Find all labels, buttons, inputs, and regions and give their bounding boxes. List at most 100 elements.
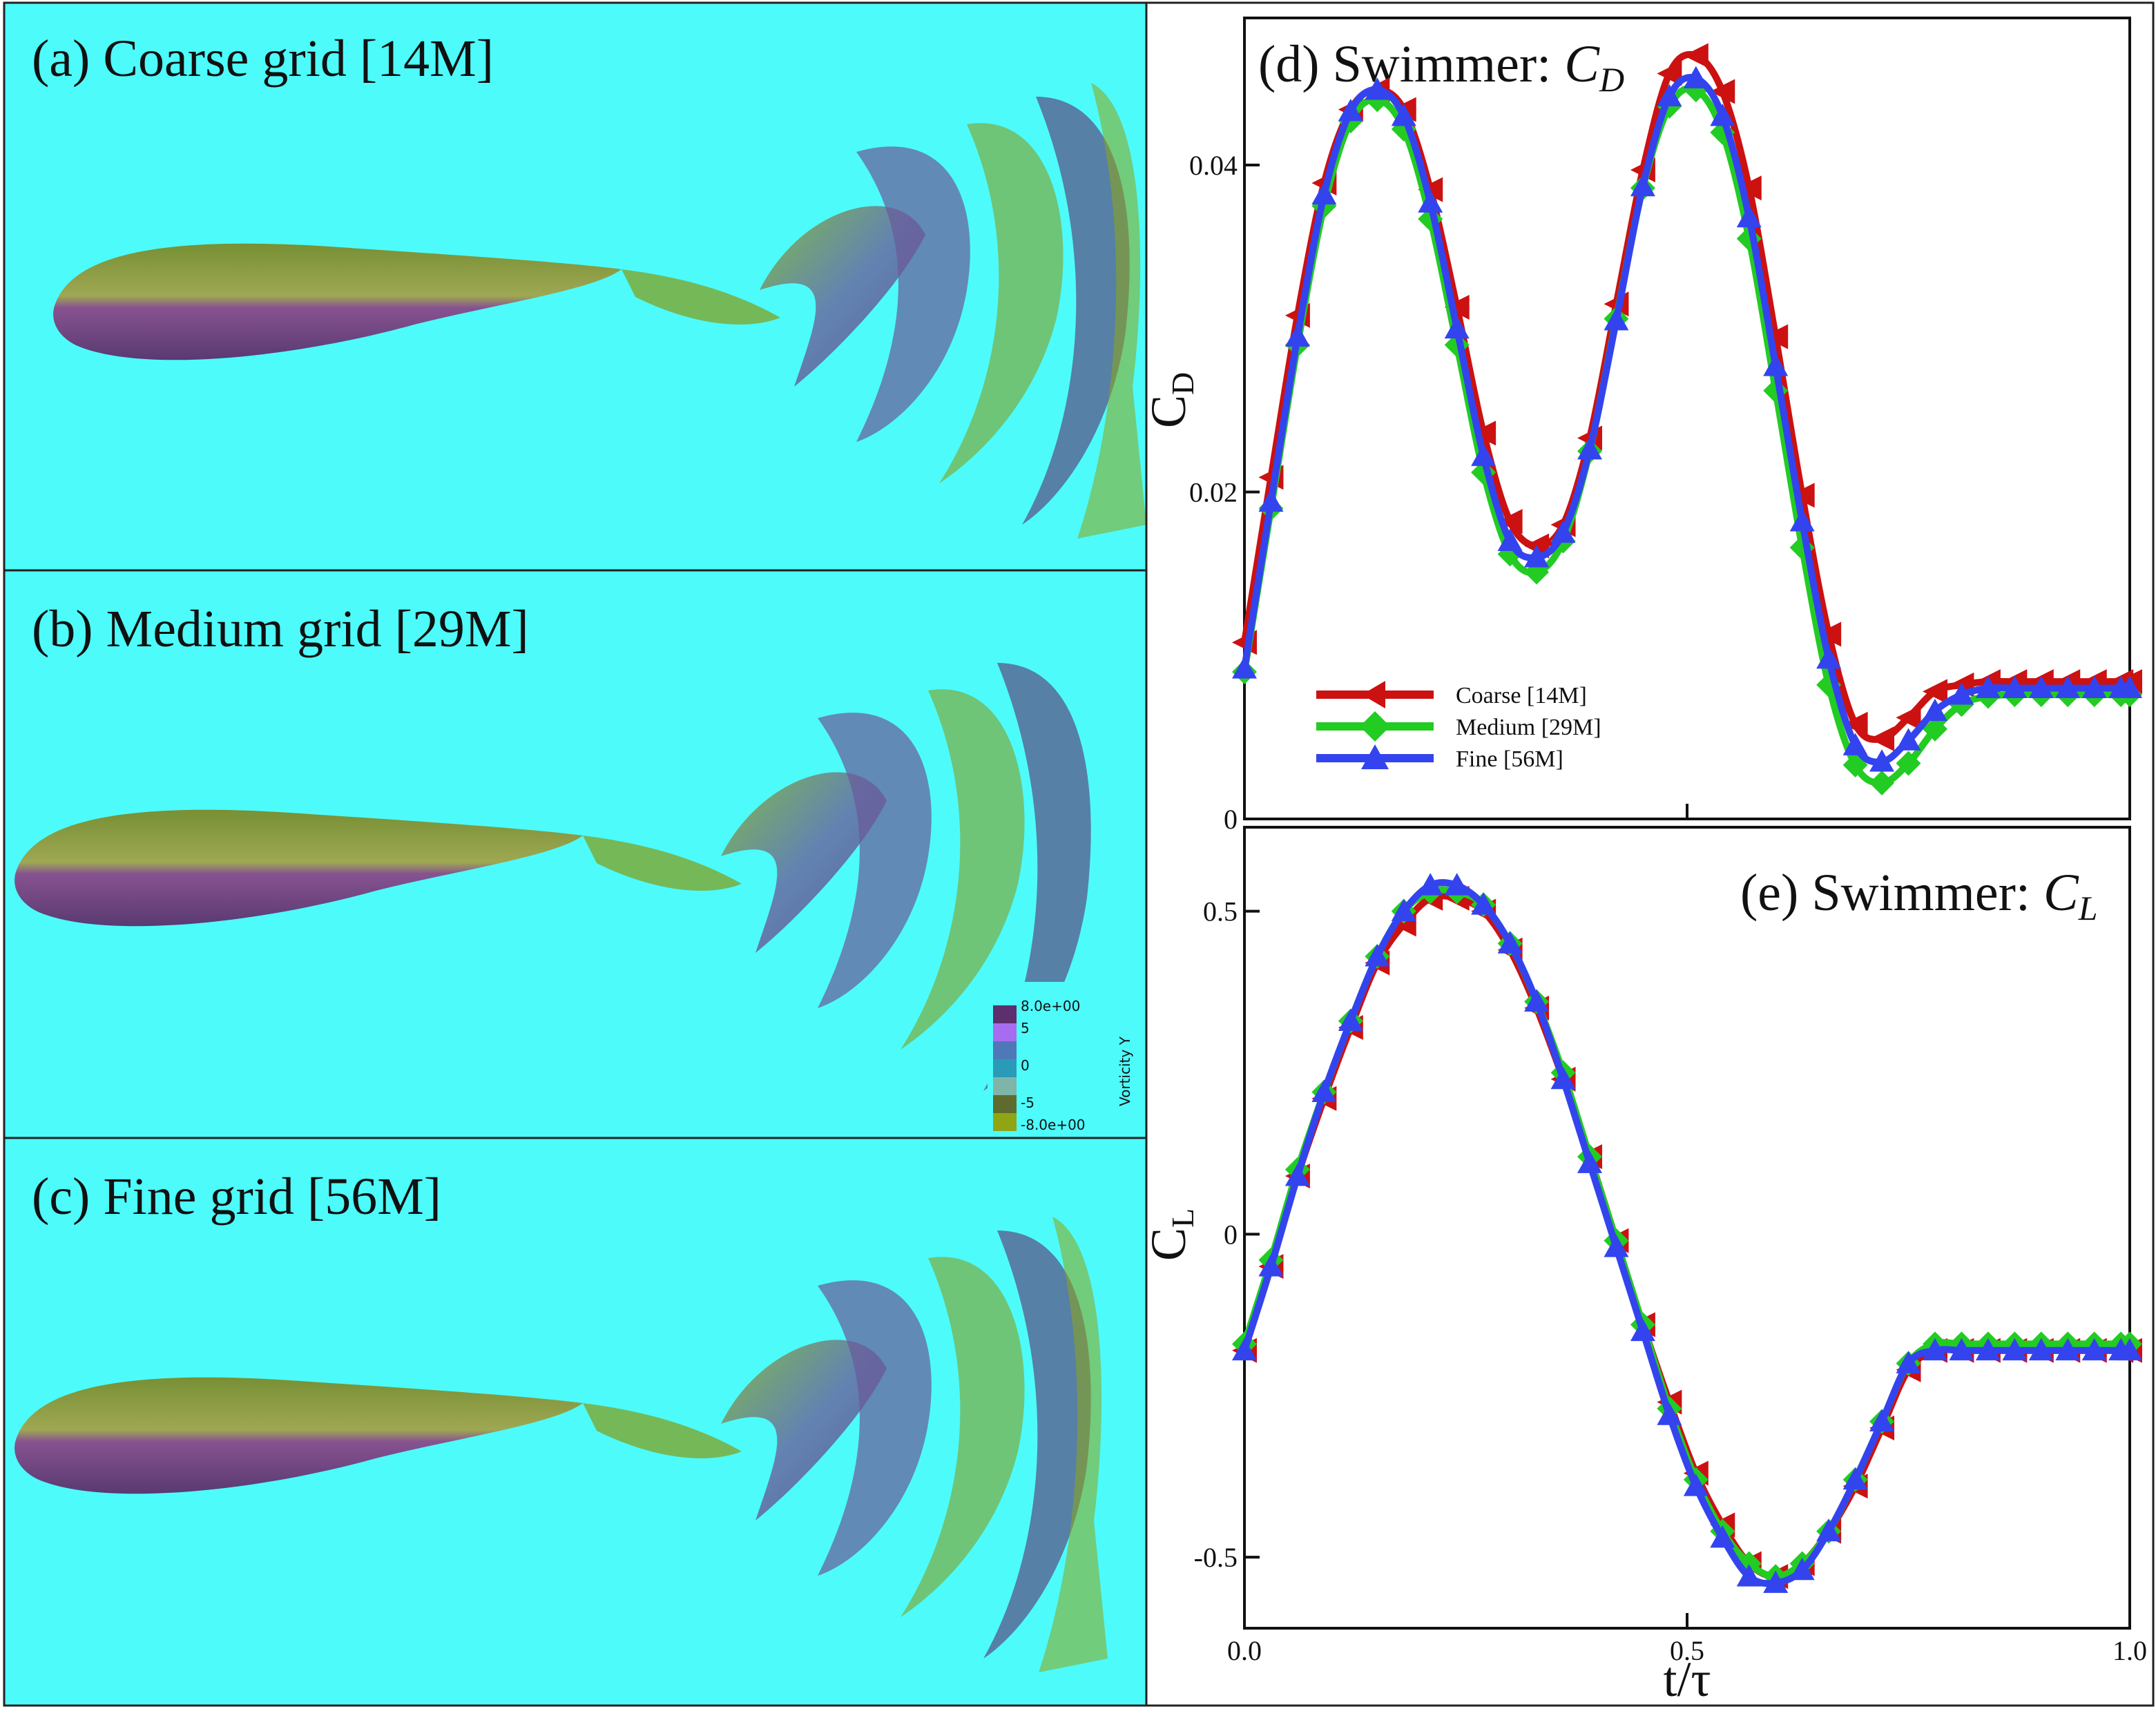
data-point — [1657, 1402, 1682, 1425]
panel-b-title: (b) Medium grid [29M] — [32, 600, 529, 658]
data-point — [1789, 1557, 1815, 1581]
data-point — [1949, 1338, 1974, 1361]
data-point — [1869, 749, 1895, 772]
data-point — [1657, 84, 1682, 107]
chart-e-title-var: C — [2043, 864, 2079, 922]
colorbar-title: Vorticity Y — [1117, 1036, 1133, 1106]
colorbar-label-5: 5 — [1021, 1020, 1030, 1036]
data-point — [1232, 1338, 1257, 1361]
colorbar-label-neg5: -5 — [1021, 1094, 1034, 1111]
data-point — [1896, 1351, 1921, 1373]
data-point — [1418, 873, 1443, 896]
data-point — [1896, 705, 1921, 731]
data-point — [1922, 716, 1947, 742]
swimmer-body — [15, 809, 742, 927]
data-point — [2028, 675, 2054, 699]
chart-d-title: (d) Swimmer: CD — [1258, 35, 1624, 99]
x-ticks-e: 0.0 0.5 1.0 — [1227, 1613, 2147, 1666]
data-point — [1258, 1254, 1284, 1277]
data-point — [1949, 682, 1974, 705]
swimmer-body — [15, 1377, 742, 1494]
data-point — [1524, 545, 1550, 568]
y-ticks-d: 0 0.02 0.04 — [1189, 150, 1260, 835]
y-tick-label: 0.02 — [1189, 477, 1238, 508]
legend-label-fine: Fine [56M] — [1456, 746, 1563, 772]
data-point — [1550, 520, 1576, 543]
data-point — [1975, 675, 2001, 699]
data-point — [2117, 675, 2142, 699]
data-point — [1842, 711, 1868, 737]
data-point — [2002, 675, 2028, 699]
colorbar-swatch — [993, 1023, 1017, 1041]
colorbar-swatch — [993, 1005, 1017, 1023]
colorbar-label-min: -8.0e+00 — [1021, 1117, 1086, 1133]
data-point — [2002, 1338, 2028, 1361]
data-point — [1842, 733, 1868, 755]
legend-marker-coarse — [1362, 681, 1385, 708]
data-point — [1604, 307, 1629, 331]
data-point — [1444, 295, 1470, 320]
data-point — [2081, 675, 2107, 699]
data-point — [1391, 104, 1416, 126]
colorbar-swatch — [993, 1041, 1017, 1059]
y-axis-label-e: CL — [1141, 1208, 1200, 1261]
colorbar-swatches — [993, 1005, 1017, 1131]
data-point — [1604, 1235, 1629, 1257]
data-point — [1922, 679, 1947, 704]
series-e — [1232, 873, 2142, 1593]
y-tick-label: 0.5 — [1203, 896, 1238, 927]
colorbar-label-0: 0 — [1021, 1057, 1030, 1074]
series-d — [1232, 43, 2142, 795]
data-point — [2117, 1338, 2142, 1361]
colorbar-swatch — [993, 1077, 1017, 1095]
data-point — [1284, 324, 1310, 347]
data-point — [1789, 483, 1815, 508]
legend: Coarse [14M] Medium [29M] Fine [56M] — [1316, 681, 1601, 772]
data-point — [1497, 509, 1523, 534]
y-axis-label-e-sub: L — [1165, 1208, 1200, 1228]
data-point — [1311, 182, 1337, 205]
panel-b: 8.0e+00 5 0 -5 -8.0e+00 Vorticity Y — [3, 569, 1148, 1139]
data-point — [1683, 43, 1709, 68]
data-point — [1232, 656, 1257, 679]
data-point — [1763, 1570, 1789, 1593]
y-tick-label: 0 — [1224, 804, 1238, 835]
data-point — [1710, 1525, 1735, 1548]
data-point — [1284, 1164, 1310, 1186]
data-point — [1896, 728, 1921, 751]
data-point — [1338, 1008, 1363, 1032]
panel-a — [3, 1, 1148, 572]
vortex-wake — [721, 1217, 1108, 1672]
colorbar-swatch — [993, 1113, 1017, 1131]
y-tick-label: -0.5 — [1194, 1542, 1238, 1573]
data-point — [1418, 190, 1443, 213]
data-point — [1869, 1409, 1895, 1432]
panel-c-title: (c) Fine grid [56M] — [32, 1168, 441, 1226]
data-point — [1577, 436, 1602, 460]
data-point — [1736, 1564, 1762, 1587]
data-point — [1391, 898, 1416, 922]
data-point — [1736, 204, 1762, 228]
data-point — [1444, 873, 1470, 896]
data-point — [1365, 944, 1390, 967]
chart-drag-coefficient: (d) Swimmer: CD 00.020.04 CD Coarse [14M… — [1141, 17, 2142, 835]
x-tick-label: 0.0 — [1227, 1635, 1262, 1666]
x-axis-label: t/τ — [1664, 1652, 1711, 1707]
flow-visualization-panels: 8.0e+00 5 0 -5 -8.0e+00 Vorticity Y — [3, 1, 1148, 1707]
data-point — [1471, 892, 1496, 915]
legend-label-coarse: Coarse [14M] — [1456, 683, 1587, 708]
panel-a-title: (a) Coarse grid [14M] — [32, 30, 494, 88]
y-tick-label: 0.04 — [1189, 150, 1238, 181]
vortex-wake — [760, 83, 1146, 539]
vortex-wake — [721, 663, 1091, 1091]
data-point — [1497, 931, 1523, 954]
data-point — [1896, 751, 1921, 776]
vorticity-colorbar: 8.0e+00 5 0 -5 -8.0e+00 Vorticity Y — [988, 982, 1145, 1135]
colorbar-labels: 8.0e+00 5 0 -5 -8.0e+00 — [1021, 998, 1086, 1133]
data-point — [1816, 1518, 1842, 1542]
x-tick-label: 1.0 — [2112, 1635, 2147, 1666]
data-point — [1763, 324, 1789, 349]
data-point — [1471, 443, 1496, 466]
data-point — [1710, 104, 1735, 126]
data-point — [1630, 1318, 1655, 1342]
